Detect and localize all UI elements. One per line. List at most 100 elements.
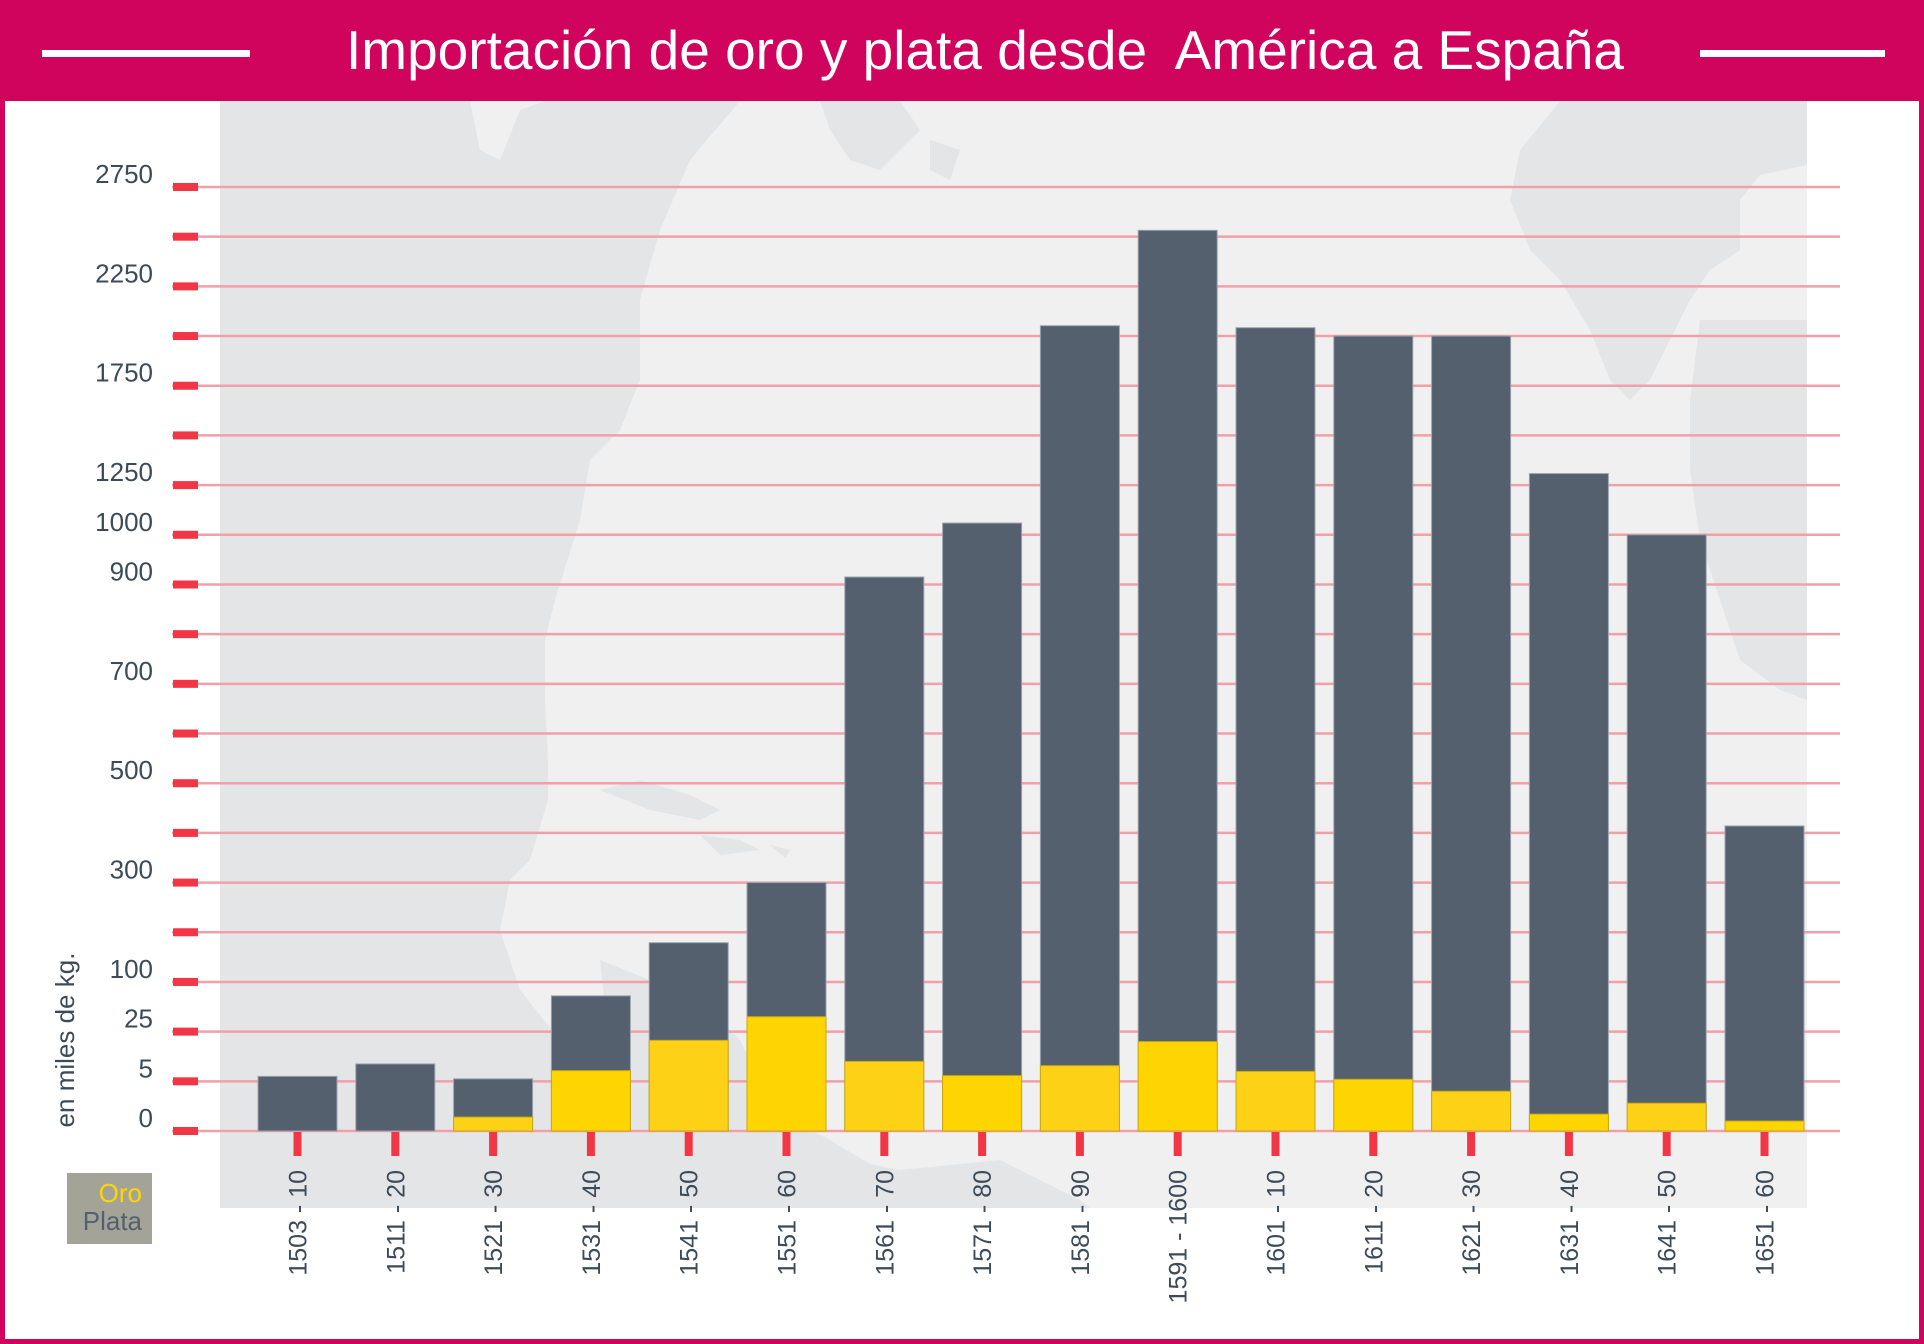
y-tick-mark [173,1127,198,1135]
x-tick-label: 1503 - 10 [285,1170,313,1276]
y-tick-mark [173,1027,198,1036]
bar-plata [1235,327,1316,1132]
y-tick-label: 0 [139,1103,153,1133]
x-tick-label: 1551 - 60 [774,1170,802,1276]
x-tick-mark [1467,1132,1476,1156]
x-axis: 1503 - 10 1511 - 20 1521 - 30 1531 - 40 1541… [285,1132,1780,1303]
x-tick-mark [293,1132,302,1156]
bar-oro [1137,1041,1218,1132]
header-rule-right [1700,50,1885,57]
map-land-south-america [610,1140,1090,1208]
x-tick-mark [1662,1132,1671,1156]
y-tick-mark [173,282,198,291]
bar-plata [1528,473,1609,1132]
y-tick-mark [173,729,198,738]
bar-oro [550,1070,631,1132]
x-tick-mark [978,1132,987,1156]
y-tick-label: 2250 [95,258,153,288]
y-axis-label: en miles de kg. [50,953,80,1128]
bar-oro [1333,1078,1414,1132]
bar-oro [453,1116,534,1132]
bar-oro [746,1016,827,1132]
bar-plata [1431,335,1512,1132]
y-tick-mark [173,679,198,688]
x-tick-label: 1621 - 30 [1458,1170,1486,1276]
bar-oro [1528,1113,1609,1132]
y-tick-label: 300 [110,855,153,885]
y-tick-mark [173,928,198,937]
x-tick-mark [1173,1132,1182,1156]
bar-plata [1724,825,1805,1132]
x-tick-mark [489,1132,498,1156]
y-tick-label: 500 [110,755,153,785]
x-tick-mark [684,1132,693,1156]
chart-title: Importación de oro y plata desde América… [346,19,1624,81]
x-tick-mark [1760,1132,1769,1156]
bar-plata [1333,335,1414,1132]
y-tick-mark [173,481,198,490]
bar-oro [1235,1070,1316,1132]
y-tick-mark [173,580,198,589]
y-tick-label: 1750 [95,358,153,388]
y-tick-mark [173,232,198,241]
header-bar: Importación de oro y plata desde América… [0,0,1924,101]
y-tick-mark [173,381,198,390]
x-tick-label: 1561 - 70 [871,1170,899,1276]
y-tick-mark [173,332,198,341]
x-tick-label: 1651 - 60 [1752,1170,1780,1276]
x-tick-label: 1611 - 20 [1360,1170,1388,1274]
y-tick-mark [173,530,198,539]
x-tick-mark [1369,1132,1378,1156]
y-tick-mark [173,779,198,788]
header-rule-left [42,50,250,57]
y-tick-mark [173,878,198,887]
y-tick-mark [173,431,198,440]
x-tick-mark [880,1132,889,1156]
legend-item-oro: Oro [98,1178,142,1208]
bar-oro [1626,1102,1707,1132]
x-tick-label: 1631 - 40 [1556,1170,1584,1276]
y-tick-label: 1000 [95,507,153,537]
y-tick-label: 2750 [95,159,153,189]
x-tick-label: 1581 - 90 [1067,1170,1095,1276]
bars [257,229,1805,1132]
map-land-iberia [1510,101,1807,400]
x-tick-label: 1531 - 40 [578,1170,606,1276]
map-land-caribbean [600,780,790,858]
x-tick-mark [1564,1132,1573,1156]
x-tick-mark [782,1132,791,1156]
bar-plata [942,522,1023,1132]
map-land-greenland [820,101,960,180]
y-tick-label: 1250 [95,457,153,487]
y-axis: 0 5 25 100 300 500 700 900 1000 1250 1750 2250 2750 [95,159,198,1135]
bar-plata [355,1063,436,1132]
x-tick-label: 1521 - 30 [480,1170,508,1276]
bar-plata [257,1075,338,1132]
map-land-africa [1690,320,1807,700]
bar-oro [1431,1090,1512,1132]
bar-oro [648,1039,729,1132]
bar-oro [1039,1065,1120,1132]
y-tick-label: 700 [110,656,153,686]
x-tick-mark [586,1132,595,1156]
bar-oro [1724,1120,1805,1132]
x-tick-mark [1075,1132,1084,1156]
legend: Oro Plata [67,1173,152,1244]
y-tick-label: 900 [110,556,153,586]
x-tick-mark [1271,1132,1280,1156]
bar-oro [844,1060,925,1132]
y-tick-mark [173,977,198,986]
y-tick-label: 100 [110,954,153,984]
x-tick-mark [391,1132,400,1156]
bar-plata [1039,325,1120,1132]
y-tick-mark [173,1077,198,1086]
x-tick-label: 1591 - 1600 [1165,1170,1193,1303]
bar-plata [1137,229,1218,1132]
x-tick-label: 1641 - 50 [1654,1170,1682,1276]
x-tick-label: 1511 - 20 [382,1170,410,1274]
legend-item-plata: Plata [82,1206,142,1236]
y-tick-mark [173,630,198,639]
x-tick-label: 1541 - 50 [676,1170,704,1276]
